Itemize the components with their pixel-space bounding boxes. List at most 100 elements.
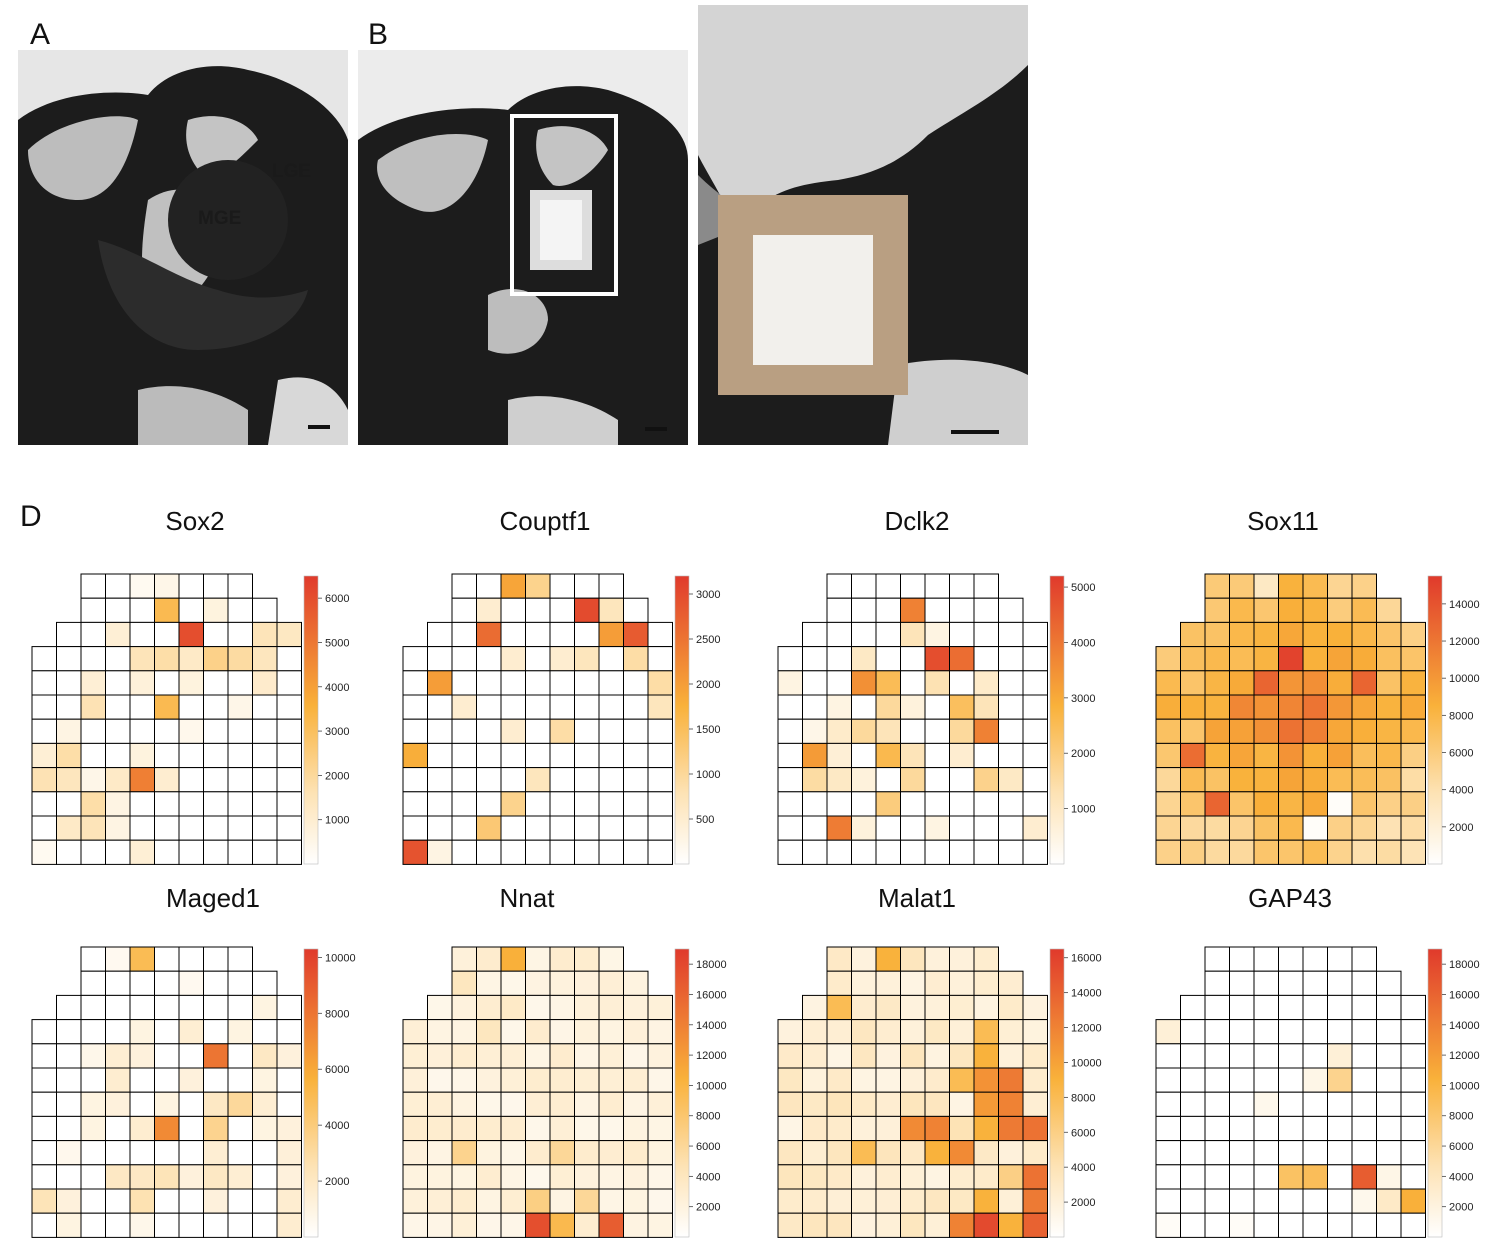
heatmap-cell	[647, 1188, 673, 1214]
heatmap-cell	[1278, 1091, 1304, 1117]
colorbar-tick-label: 10000	[1449, 1080, 1480, 1092]
heatmap-cell	[802, 767, 828, 793]
heatmap-cell	[276, 1188, 302, 1214]
colorbar-tick-label: 4000	[1449, 785, 1473, 797]
heatmap-cell	[1180, 718, 1206, 744]
panel-label-a: A	[30, 18, 51, 51]
heatmap-cell	[451, 670, 477, 696]
heatmap-cell	[998, 1067, 1024, 1093]
heatmap-cell	[623, 694, 649, 720]
colorbar-tick-label: 8000	[1449, 710, 1473, 722]
heatmap-cell	[1400, 839, 1426, 865]
heatmap-cell	[1253, 970, 1279, 996]
heatmap-cell	[1327, 1067, 1353, 1093]
heatmap-cell	[105, 994, 131, 1021]
heatmap-cell	[500, 1140, 526, 1166]
zoom-box	[510, 114, 618, 296]
heatmap-cell	[129, 1043, 155, 1069]
heatmap-cell	[1022, 1212, 1048, 1238]
colorbar-tick-label: 3000	[696, 589, 720, 601]
heatmap-cell	[777, 1067, 803, 1093]
heatmap-cell	[203, 742, 229, 769]
heatmap-cell	[1302, 970, 1328, 996]
heatmap-cell	[647, 815, 673, 841]
heatmap-cell	[1302, 742, 1328, 769]
heatmap-cell	[875, 791, 901, 817]
heatmap-cell	[154, 839, 180, 865]
heatmap-cell	[1180, 1188, 1206, 1214]
heatmap-cell	[203, 791, 229, 817]
heatmap-cell	[549, 694, 575, 720]
heatmap-cell	[549, 970, 575, 996]
heatmap-cell	[1229, 1067, 1255, 1093]
heatmap-cell	[1376, 767, 1402, 793]
heatmap-cell	[1400, 1091, 1426, 1117]
heatmap-cell	[851, 1188, 877, 1214]
heatmap-cell	[500, 573, 526, 599]
heatmap-cell	[647, 646, 673, 672]
heatmap-cell	[549, 646, 575, 672]
heatmap-cell	[178, 1043, 204, 1069]
heatmap-cell	[525, 1115, 551, 1142]
heatmap-cell	[1155, 1043, 1181, 1069]
heatmap-cell	[1327, 1091, 1353, 1117]
heatmap-cell	[1400, 1067, 1426, 1093]
heatmap-cell	[129, 1212, 155, 1238]
heatmap-cell	[924, 742, 950, 769]
heatmap-cell	[203, 994, 229, 1021]
heatmap-cell	[1278, 839, 1304, 865]
heatmap-title-malat1: Malat1	[877, 883, 957, 913]
heatmap-cell	[826, 1115, 852, 1142]
heatmap-cell	[105, 646, 131, 672]
heatmap-cell	[1180, 1212, 1206, 1238]
heatmap-cell	[227, 839, 253, 865]
heatmap-cell	[574, 1212, 600, 1238]
heatmap-cell	[1155, 815, 1181, 841]
heatmap-cell	[875, 1067, 901, 1093]
heatmap-cell	[949, 621, 975, 648]
heatmap-cell	[574, 946, 600, 972]
heatmap-cell	[900, 621, 926, 648]
heatmap-cell	[777, 1164, 803, 1190]
heatmap-cell	[574, 970, 600, 996]
heatmap-cell	[402, 670, 428, 696]
heatmap-cell	[900, 815, 926, 841]
heatmap-cell	[476, 946, 502, 972]
heatmap-cell	[80, 767, 106, 793]
heatmap-cell	[549, 1019, 575, 1045]
heatmap-cell	[598, 694, 624, 720]
heatmap-cell	[402, 839, 428, 865]
heatmap-cell	[623, 670, 649, 696]
heatmap-cell	[476, 970, 502, 996]
colorbar-tick-label: 12000	[1071, 1023, 1102, 1035]
heatmap-cell	[777, 1115, 803, 1142]
heatmap-cell	[1229, 670, 1255, 696]
heatmap-cell	[80, 1091, 106, 1117]
heatmap-cell	[1180, 1067, 1206, 1093]
heatmap-cell	[1229, 791, 1255, 817]
heatmap-cell	[826, 621, 852, 648]
colorbar-tick-label: 8000	[1071, 1092, 1095, 1104]
heatmap-cell	[623, 1067, 649, 1093]
heatmap-cell	[623, 1091, 649, 1117]
heatmap-cell	[129, 1091, 155, 1117]
heatmap-cell	[1204, 767, 1230, 793]
heatmap-cell	[973, 1091, 999, 1117]
heatmap-cell	[276, 646, 302, 672]
heatmap-cell	[129, 839, 155, 865]
heatmap-cell	[574, 791, 600, 817]
heatmap-cell	[276, 718, 302, 744]
colorbar-tick-label: 10000	[696, 1080, 727, 1092]
heatmap-cell	[525, 646, 551, 672]
region-label-lge: LGE	[272, 161, 311, 182]
heatmap-cell	[451, 791, 477, 817]
heatmap-cell	[1229, 839, 1255, 865]
heatmap-cell	[1302, 815, 1328, 841]
heatmap-cell	[875, 1164, 901, 1190]
heatmap-cell	[476, 1140, 502, 1166]
heatmap-cell	[1253, 1212, 1279, 1238]
heatmap-cell	[598, 742, 624, 769]
heatmap-cell	[998, 767, 1024, 793]
heatmap-cell	[178, 646, 204, 672]
colorbar-tick-label: 6000	[325, 593, 349, 605]
